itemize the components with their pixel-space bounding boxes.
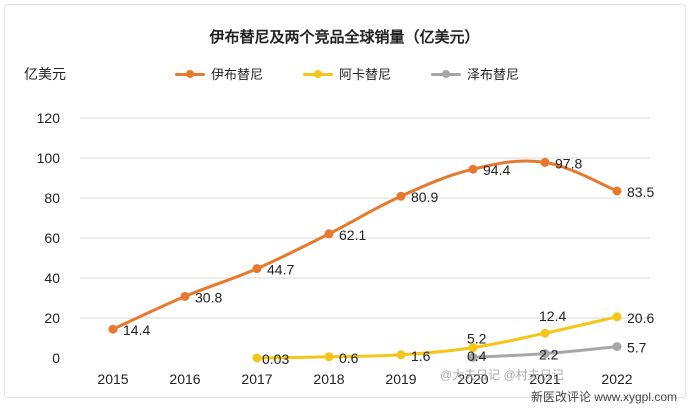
data-label: 12.4 bbox=[539, 308, 566, 324]
data-point bbox=[324, 352, 334, 362]
x-tick-label: 2017 bbox=[241, 371, 272, 387]
data-point bbox=[252, 353, 262, 363]
series-line-acalabrutinib bbox=[255, 315, 619, 360]
chart-legend: 伊布替尼 阿卡替尼 泽布替尼 bbox=[175, 64, 519, 83]
watermark-overlay: @大夫日记 @村夫日记 bbox=[440, 368, 564, 382]
legend-swatch-series-0 bbox=[175, 69, 205, 79]
y-tick-label: 40 bbox=[44, 270, 60, 286]
chart-card bbox=[4, 4, 686, 398]
data-point bbox=[468, 343, 478, 353]
data-point bbox=[252, 264, 262, 274]
data-point bbox=[396, 350, 406, 360]
data-label: 0.6 bbox=[339, 350, 359, 366]
y-tick-label: 120 bbox=[37, 110, 61, 126]
data-point bbox=[180, 291, 190, 301]
data-point bbox=[612, 342, 622, 352]
data-label: 5.7 bbox=[627, 340, 647, 356]
x-tick-label: 2016 bbox=[169, 371, 200, 387]
legend-item-series-0: 伊布替尼 bbox=[175, 64, 263, 83]
data-label: 94.4 bbox=[483, 162, 510, 178]
data-label: 44.7 bbox=[267, 262, 294, 278]
data-point bbox=[468, 352, 478, 362]
data-point bbox=[396, 191, 406, 201]
watermark-text: 新医改评论 www.xygpl.com bbox=[530, 390, 677, 404]
data-label: 97.8 bbox=[555, 155, 582, 171]
data-label: 2.2 bbox=[539, 347, 559, 363]
x-tick-label: 2018 bbox=[313, 371, 344, 387]
legend-label-series-1: 阿卡替尼 bbox=[339, 67, 392, 82]
data-label: 83.5 bbox=[627, 184, 654, 200]
data-point bbox=[612, 186, 622, 196]
data-label: 20.6 bbox=[627, 310, 654, 326]
chart-title: 伊布替尼及两个竞品全球销量（亿美元） bbox=[209, 29, 480, 46]
data-label: 5.2 bbox=[467, 331, 487, 347]
y-tick-label: 20 bbox=[44, 310, 60, 326]
legend-item-series-1: 阿卡替尼 bbox=[303, 64, 391, 83]
legend-label-series-2: 泽布替尼 bbox=[467, 67, 520, 82]
x-tick-label: 2022 bbox=[601, 371, 632, 387]
data-label: 0.4 bbox=[467, 348, 487, 364]
data-label: 62.1 bbox=[339, 227, 366, 243]
y-tick-label: 0 bbox=[52, 350, 60, 366]
data-label: 30.8 bbox=[195, 289, 222, 305]
x-tick-label: 2021 bbox=[529, 371, 560, 387]
y-tick-label: 60 bbox=[44, 230, 60, 246]
data-label: 80.9 bbox=[411, 189, 438, 205]
data-point bbox=[108, 324, 118, 334]
legend-swatch-series-1 bbox=[303, 69, 334, 79]
data-label: 1.6 bbox=[411, 348, 431, 364]
legend-swatch-series-2 bbox=[431, 69, 462, 79]
y-tick-label: 100 bbox=[37, 150, 61, 166]
data-point bbox=[540, 157, 550, 167]
legend-label-series-0: 伊布替尼 bbox=[211, 67, 264, 82]
y-axis-unit-label: 亿美元 bbox=[24, 66, 66, 82]
data-point bbox=[612, 312, 622, 322]
x-tick-label: 2019 bbox=[385, 371, 416, 387]
x-tick-label: 2015 bbox=[97, 371, 128, 387]
data-label: 14.4 bbox=[123, 322, 150, 338]
data-point bbox=[468, 164, 478, 174]
series-line-ibrutinib bbox=[111, 159, 619, 331]
data-label: 0.03 bbox=[262, 351, 289, 367]
x-tick-label: 2020 bbox=[457, 371, 488, 387]
data-point bbox=[540, 328, 550, 338]
data-point bbox=[324, 229, 334, 239]
data-point bbox=[540, 349, 550, 359]
y-tick-label: 80 bbox=[44, 190, 60, 206]
legend-item-series-2: 泽布替尼 bbox=[431, 64, 519, 83]
